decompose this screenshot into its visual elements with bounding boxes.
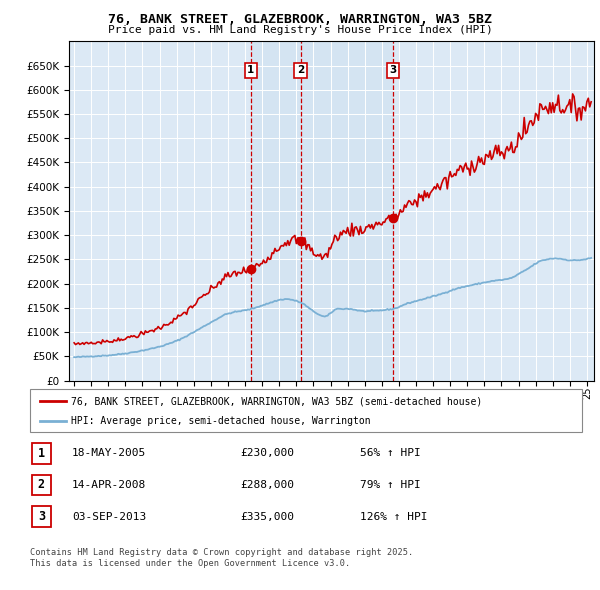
Text: 56% ↑ HPI: 56% ↑ HPI: [360, 448, 421, 458]
FancyBboxPatch shape: [32, 442, 51, 464]
FancyBboxPatch shape: [32, 474, 51, 496]
Text: 1: 1: [38, 447, 45, 460]
Text: 03-SEP-2013: 03-SEP-2013: [72, 512, 146, 522]
Text: 3: 3: [389, 65, 397, 75]
Text: Price paid vs. HM Land Registry's House Price Index (HPI): Price paid vs. HM Land Registry's House …: [107, 25, 493, 35]
Text: £288,000: £288,000: [240, 480, 294, 490]
Text: 18-MAY-2005: 18-MAY-2005: [72, 448, 146, 458]
Text: 2: 2: [297, 65, 304, 75]
FancyBboxPatch shape: [30, 389, 582, 432]
Text: 76, BANK STREET, GLAZEBROOK, WARRINGTON, WA3 5BZ: 76, BANK STREET, GLAZEBROOK, WARRINGTON,…: [108, 13, 492, 26]
Text: HPI: Average price, semi-detached house, Warrington: HPI: Average price, semi-detached house,…: [71, 417, 371, 426]
Text: 1: 1: [247, 65, 254, 75]
Text: 14-APR-2008: 14-APR-2008: [72, 480, 146, 490]
Bar: [251, 41, 393, 381]
FancyBboxPatch shape: [32, 506, 51, 527]
Text: 76, BANK STREET, GLAZEBROOK, WARRINGTON, WA3 5BZ (semi-detached house): 76, BANK STREET, GLAZEBROOK, WARRINGTON,…: [71, 396, 482, 407]
Text: 2: 2: [38, 478, 45, 491]
Text: 79% ↑ HPI: 79% ↑ HPI: [360, 480, 421, 490]
Text: £230,000: £230,000: [240, 448, 294, 458]
Text: 126% ↑ HPI: 126% ↑ HPI: [360, 512, 427, 522]
Text: This data is licensed under the Open Government Licence v3.0.: This data is licensed under the Open Gov…: [30, 559, 350, 568]
Text: £335,000: £335,000: [240, 512, 294, 522]
Text: 3: 3: [38, 510, 45, 523]
Text: Contains HM Land Registry data © Crown copyright and database right 2025.: Contains HM Land Registry data © Crown c…: [30, 548, 413, 557]
